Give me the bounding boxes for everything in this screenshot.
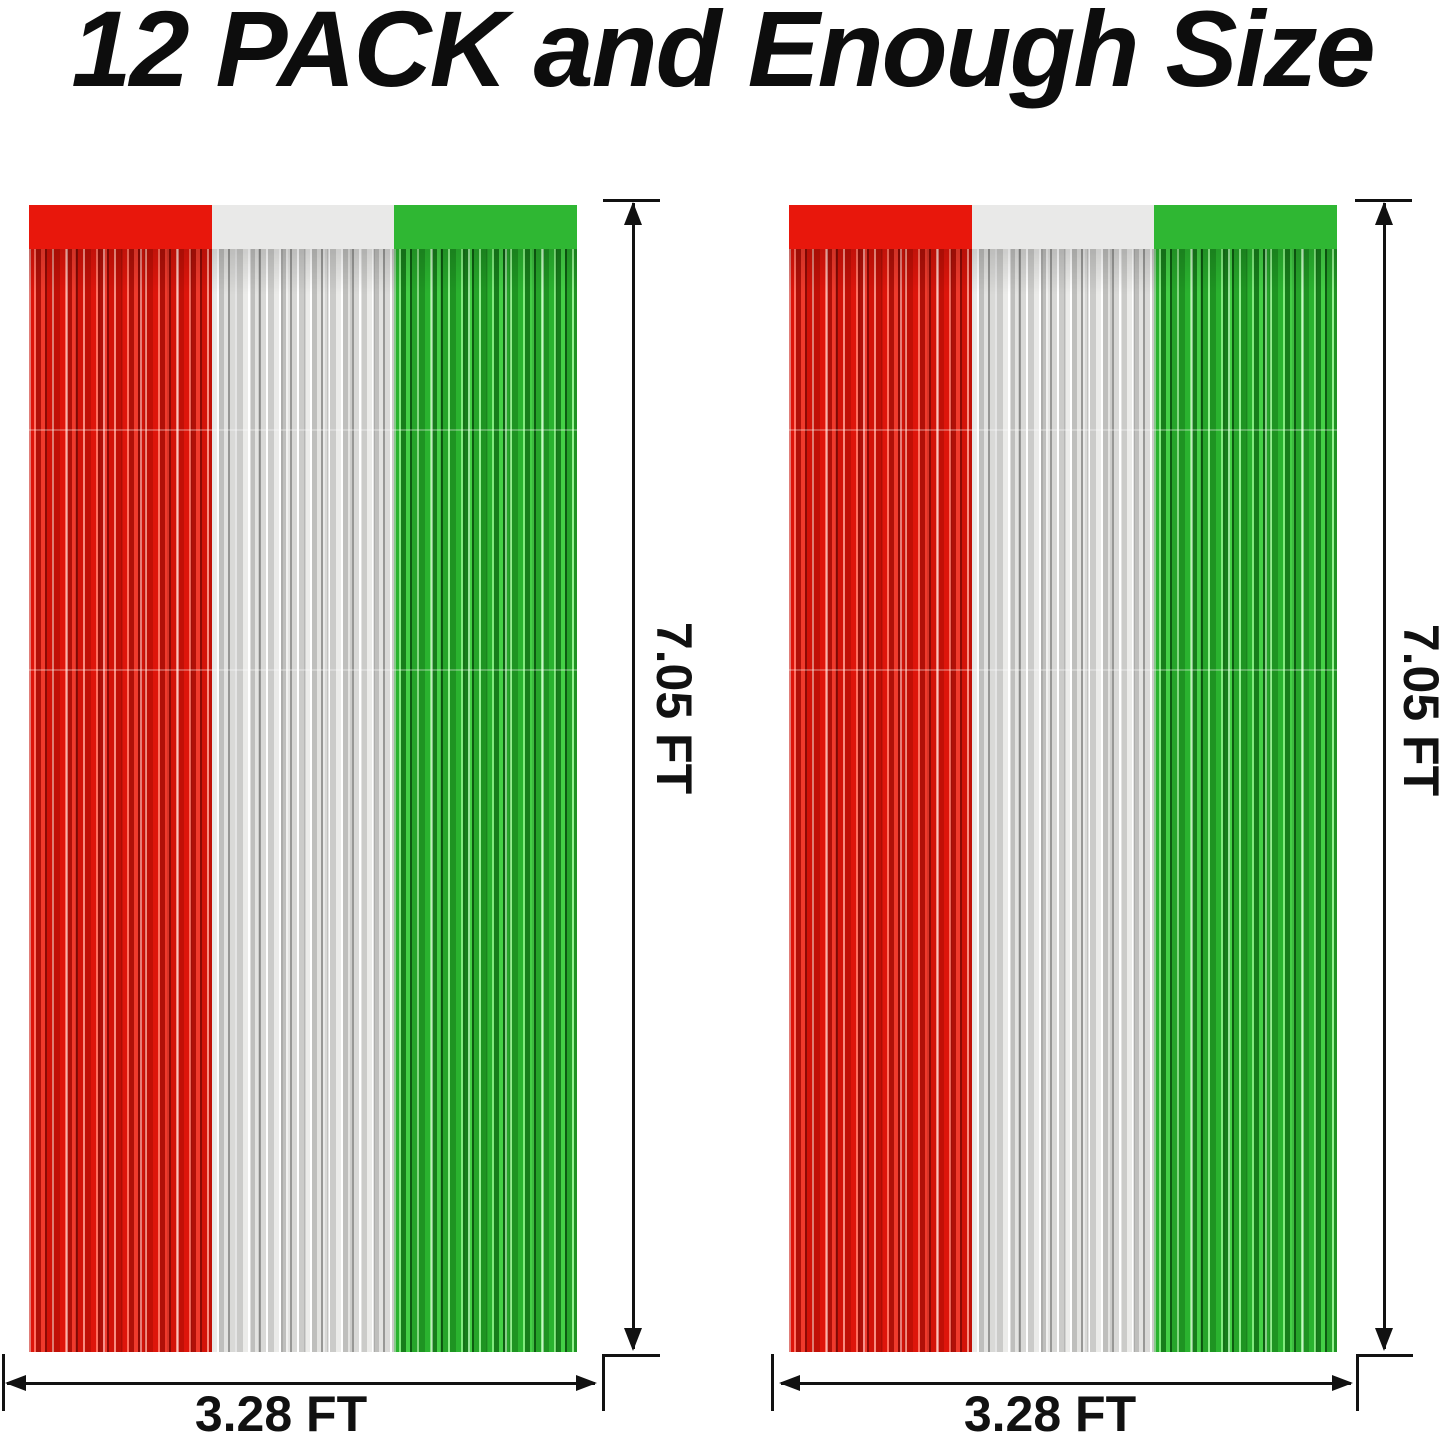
corner-bracket-vertical: [602, 1354, 605, 1411]
up-arrowhead-icon: [1375, 202, 1393, 225]
width-dimension-label: 3.28 FT: [194, 1386, 368, 1438]
curtain-left-fringe: [29, 249, 578, 1352]
width-dimension-left-tick: [2, 1354, 5, 1411]
up-arrowhead-icon: [624, 202, 642, 225]
corner-bracket-horizontal: [602, 1354, 660, 1357]
curtain-right: [789, 205, 1338, 1352]
down-arrowhead-icon: [1375, 1328, 1393, 1351]
height-dimension-label: 7.05 FT: [1393, 623, 1445, 797]
fringe-panel-green: [394, 249, 578, 1352]
height-dimension-label: 7.05 FT: [646, 621, 702, 795]
curtain-header-green: [1154, 205, 1338, 249]
height-dimension-line: [632, 203, 635, 1349]
height-dimension-top-tick: [603, 199, 660, 202]
width-dimension-label: 3.28 FT: [963, 1386, 1137, 1438]
curtain-header-silver: [211, 205, 395, 249]
curtain-header-red: [789, 205, 972, 249]
width-dimension-line: [7, 1382, 595, 1385]
right-arrowhead-icon: [1332, 1375, 1353, 1391]
left-arrowhead-icon: [779, 1375, 800, 1391]
fringe-panel-green: [1154, 249, 1338, 1352]
corner-bracket-horizontal: [1356, 1354, 1413, 1357]
curtain-left-header: [29, 205, 578, 249]
down-arrowhead-icon: [624, 1328, 642, 1351]
curtain-header-red: [29, 205, 212, 249]
height-dimension-top-tick: [1355, 199, 1412, 202]
fringe-panel-silver: [971, 249, 1155, 1352]
fringe-panel-silver: [211, 249, 395, 1352]
curtain-header-silver: [971, 205, 1155, 249]
width-dimension-left-tick: [771, 1354, 774, 1411]
right-arrowhead-icon: [576, 1375, 597, 1391]
page-title: 12 PACK and Enough Size: [71, 0, 1375, 109]
curtain-right-fringe: [789, 249, 1338, 1352]
corner-bracket-vertical: [1356, 1354, 1359, 1411]
height-dimension-line: [1383, 203, 1386, 1349]
fringe-panel-red: [29, 249, 212, 1352]
curtain-header-green: [394, 205, 578, 249]
width-dimension-line: [781, 1382, 1351, 1385]
curtain-left: [29, 205, 578, 1352]
left-arrowhead-icon: [5, 1375, 26, 1391]
curtain-right-header: [789, 205, 1338, 249]
fringe-panel-red: [789, 249, 972, 1352]
